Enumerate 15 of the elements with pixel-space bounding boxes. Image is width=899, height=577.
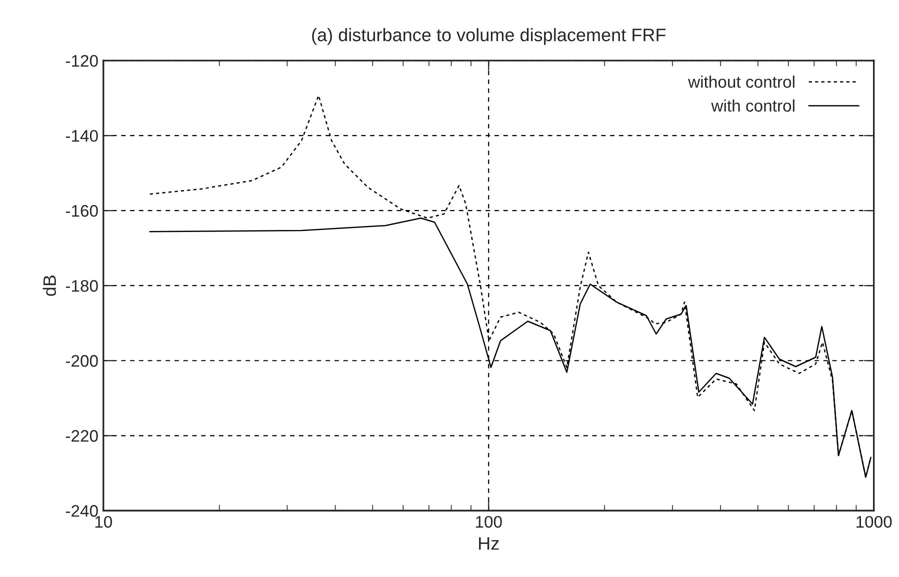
legend-label: without control: [688, 76, 794, 88]
x-tick-label: 1000: [856, 516, 892, 528]
y-tick-label: -180: [66, 280, 98, 292]
y-tick-label: -220: [66, 430, 98, 442]
legend-label: with control: [711, 99, 794, 112]
chart-title: (a) disturbance to volume displacement FRF: [312, 28, 666, 45]
x-tick-label: 10: [95, 516, 112, 528]
x-tick-label: 100: [476, 516, 502, 528]
y-tick-label: -160: [66, 205, 98, 217]
y-tick-label: -140: [66, 130, 98, 142]
y-tick-label: -120: [66, 54, 98, 67]
x-axis-title: Hz: [479, 537, 499, 550]
y-tick-label: -200: [66, 355, 98, 367]
y-tick-label: -240: [66, 505, 98, 517]
y-axis-title: dB: [42, 276, 56, 296]
